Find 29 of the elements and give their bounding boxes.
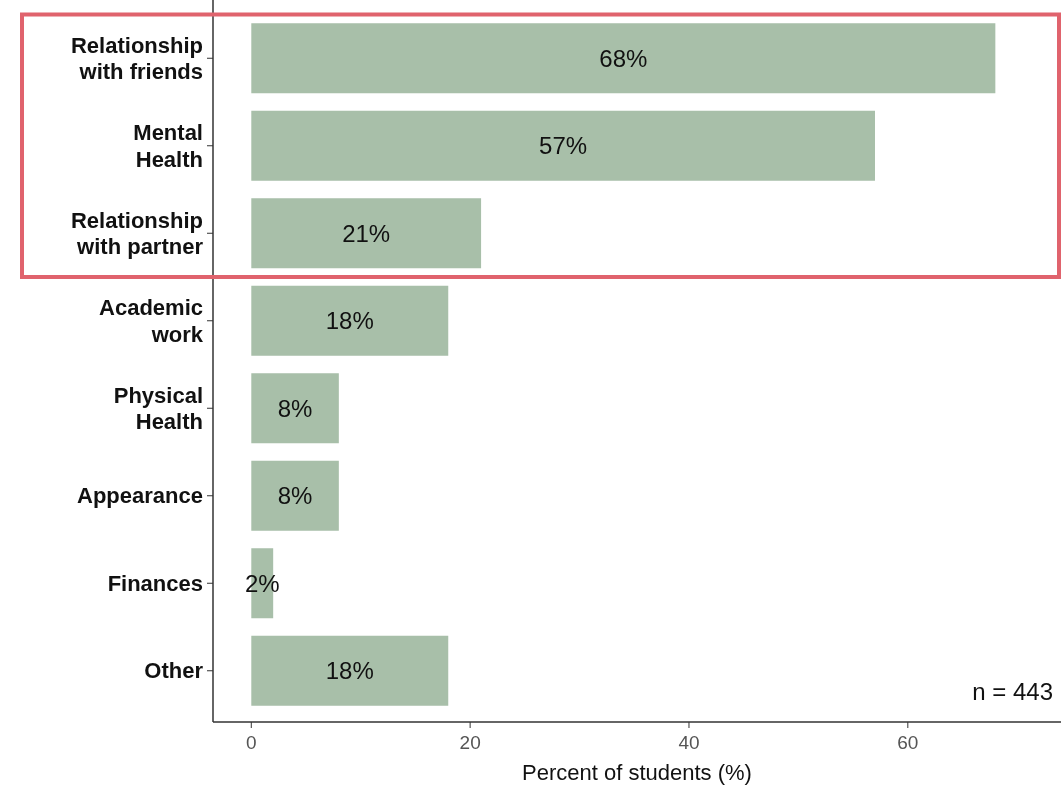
y-tick-label: Relationship with friends <box>70 32 203 85</box>
bar <box>251 285 449 356</box>
y-tick-label: Appearance <box>77 483 203 509</box>
x-tick-label: 20 <box>459 732 481 753</box>
data-label: 18% <box>325 307 374 335</box>
y-tick-label: Relationship with partner <box>70 207 204 260</box>
data-label: 8% <box>277 482 313 510</box>
data-label: 2% <box>244 569 280 597</box>
data-label: 18% <box>325 657 374 685</box>
x-tick-label: 40 <box>678 732 700 753</box>
x-tick-label: 60 <box>897 732 919 753</box>
bar <box>251 23 996 94</box>
y-tick-label: Physical Health <box>113 382 203 435</box>
annotation: n = 443 <box>972 678 1053 705</box>
x-axis-title: Percent of students (%) <box>522 760 752 785</box>
data-label: 57% <box>539 132 588 160</box>
x-tick-label: 0 <box>246 732 257 753</box>
data-label: 21% <box>342 219 391 247</box>
y-tick-label: Finances <box>107 570 203 596</box>
bar <box>251 635 449 706</box>
y-tick-label: Other <box>144 658 204 684</box>
y-tick-label: Academic work <box>99 295 204 347</box>
bar <box>251 373 339 444</box>
y-tick-label: Mental Health <box>133 120 203 172</box>
bar <box>251 198 482 269</box>
data-label: 8% <box>277 394 313 422</box>
bar <box>251 460 339 531</box>
data-label: 68% <box>599 44 648 72</box>
bar <box>251 110 875 181</box>
